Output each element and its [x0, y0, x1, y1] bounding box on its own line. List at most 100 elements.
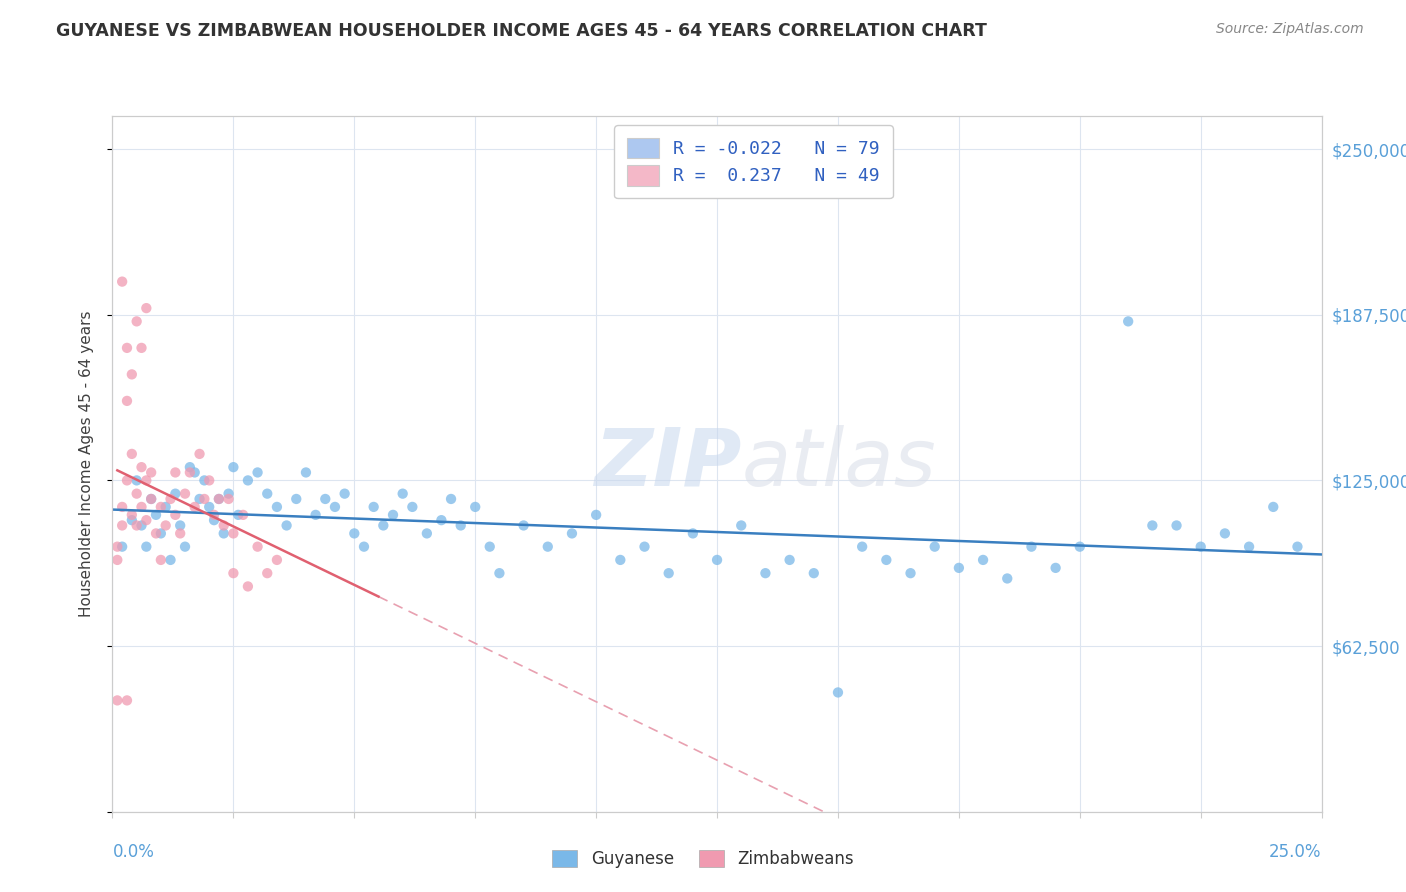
Point [218, 486, 240, 500]
Legend: Guyanese, Zimbabweans: Guyanese, Zimbabweans [546, 843, 860, 875]
Point [948, 561, 970, 575]
Text: Source: ZipAtlas.com: Source: ZipAtlas.com [1216, 22, 1364, 37]
Point [972, 553, 994, 567]
Point [125, 518, 148, 533]
Point [803, 566, 825, 581]
Point [111, 275, 134, 289]
Point [202, 513, 225, 527]
Point [141, 491, 163, 506]
Point [754, 566, 776, 581]
Legend: R = -0.022   N = 79, R =  0.237   N = 49: R = -0.022 N = 79, R = 0.237 N = 49 [614, 125, 893, 198]
Point [391, 486, 413, 500]
Point [276, 518, 298, 533]
Point [121, 447, 143, 461]
Point [333, 486, 356, 500]
Point [159, 491, 181, 506]
Point [169, 518, 191, 533]
Point [246, 540, 269, 554]
Point [149, 526, 172, 541]
Point [900, 566, 922, 581]
Point [111, 518, 134, 533]
Point [537, 540, 560, 554]
Point [159, 553, 181, 567]
Point [401, 500, 423, 514]
Point [256, 486, 278, 500]
Point [115, 341, 138, 355]
Point [266, 553, 288, 567]
Point [1045, 561, 1067, 575]
Point [1069, 540, 1091, 554]
Point [202, 508, 225, 522]
Text: ZIP: ZIP [593, 425, 741, 503]
Point [246, 466, 269, 480]
Text: atlas: atlas [741, 425, 936, 503]
Point [682, 526, 704, 541]
Point [1116, 314, 1139, 328]
Point [924, 540, 946, 554]
Point [1142, 518, 1164, 533]
Point [183, 466, 205, 480]
Point [125, 486, 148, 500]
Point [174, 486, 197, 500]
Point [212, 518, 235, 533]
Point [212, 526, 235, 541]
Point [222, 526, 245, 541]
Point [149, 553, 172, 567]
Point [827, 685, 849, 699]
Point [155, 518, 177, 533]
Point [430, 513, 453, 527]
Point [105, 553, 128, 567]
Point [343, 526, 366, 541]
Point [1286, 540, 1309, 554]
Text: GUYANESE VS ZIMBABWEAN HOUSEHOLDER INCOME AGES 45 - 64 YEARS CORRELATION CHART: GUYANESE VS ZIMBABWEAN HOUSEHOLDER INCOM… [56, 22, 987, 40]
Point [464, 500, 486, 514]
Point [382, 508, 405, 522]
Point [193, 491, 215, 506]
Point [105, 693, 128, 707]
Point [1166, 518, 1188, 533]
Point [236, 579, 259, 593]
Point [105, 540, 128, 554]
Point [135, 513, 157, 527]
Point [266, 500, 288, 514]
Point [198, 474, 221, 488]
Point [145, 508, 167, 522]
Point [149, 500, 172, 514]
Point [440, 491, 463, 506]
Point [236, 474, 259, 488]
Point [135, 474, 157, 488]
Point [169, 526, 191, 541]
Point [141, 466, 163, 480]
Point [198, 500, 221, 514]
Point [193, 474, 215, 488]
Point [165, 486, 187, 500]
Point [232, 508, 254, 522]
Point [512, 518, 534, 533]
Point [183, 500, 205, 514]
Point [561, 526, 583, 541]
Point [450, 518, 472, 533]
Point [179, 460, 201, 475]
Text: 25.0%: 25.0% [1270, 843, 1322, 861]
Point [609, 553, 631, 567]
Point [188, 447, 211, 461]
Point [111, 500, 134, 514]
Point [174, 540, 197, 554]
Point [145, 526, 167, 541]
Point [851, 540, 873, 554]
Point [208, 491, 231, 506]
Point [285, 491, 308, 506]
Point [135, 301, 157, 315]
Point [188, 491, 211, 506]
Point [121, 368, 143, 382]
Point [416, 526, 439, 541]
Point [121, 513, 143, 527]
Point [256, 566, 278, 581]
Point [155, 500, 177, 514]
Point [353, 540, 375, 554]
Point [585, 508, 607, 522]
Point [363, 500, 385, 514]
Point [115, 693, 138, 707]
Point [131, 460, 153, 475]
Point [111, 540, 134, 554]
